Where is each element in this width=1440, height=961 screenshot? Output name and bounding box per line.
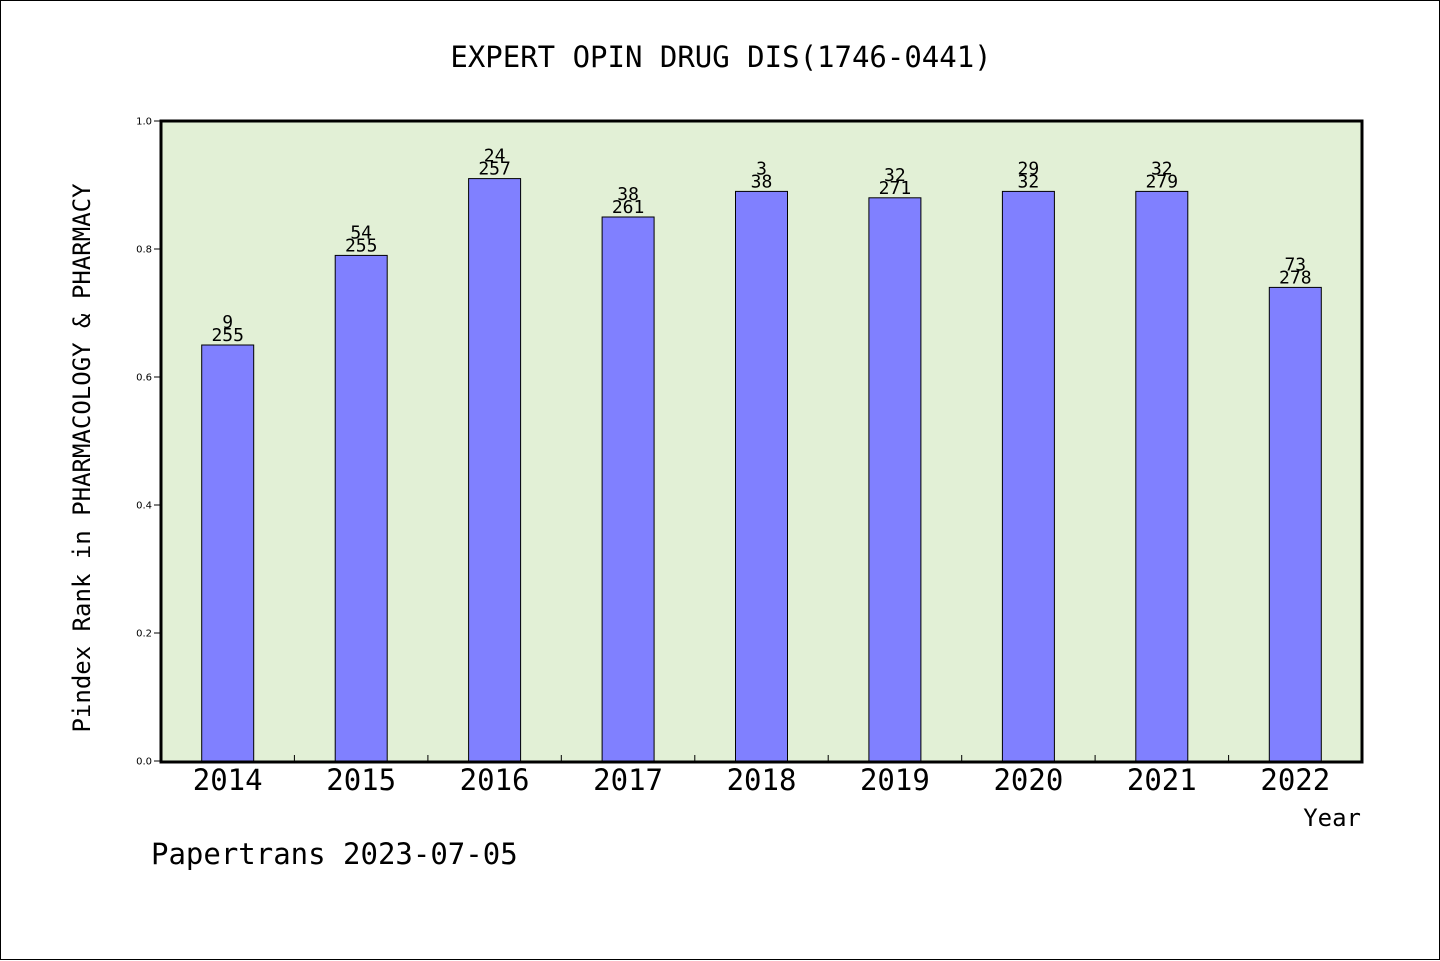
x-tick-label-2021: 2021 <box>1127 763 1197 797</box>
x-tick-label-2022: 2022 <box>1260 763 1330 797</box>
bar-label-bottom-2016: 257 <box>478 159 511 180</box>
bar-2021 <box>1135 190 1189 762</box>
bar-label-bottom-2019: 271 <box>879 178 912 199</box>
bar-label-bottom-2017: 261 <box>612 197 645 218</box>
y-tick-label-1: 0.2 <box>136 629 152 640</box>
bar-label-bottom-2018: 38 <box>751 171 773 192</box>
bar-label-top-2014: 9 <box>222 312 233 333</box>
x-tick-label-2017: 2017 <box>593 763 663 797</box>
bar-label-top-2021: 32 <box>1151 158 1173 179</box>
bar-label-top-2016: 24 <box>484 146 506 167</box>
y-axis-label: Pindex Rank in PHARMACOLOGY & PHARMACY <box>68 183 96 733</box>
x-tick-label-2016: 2016 <box>460 763 530 797</box>
x-tick-label-2015: 2015 <box>326 763 396 797</box>
bar-label-bottom-2015: 255 <box>345 235 378 256</box>
y-tick-label-2: 0.4 <box>136 501 152 512</box>
bar-2016 <box>468 178 522 762</box>
y-tick-label-5: 1.0 <box>136 117 152 128</box>
bar-label-bottom-2020: 32 <box>1018 171 1040 192</box>
bar-label-top-2017: 38 <box>617 184 639 205</box>
bar-label-bottom-2022: 278 <box>1279 267 1312 288</box>
bar-label-bottom-2021: 279 <box>1146 171 1179 192</box>
bar-2018 <box>735 190 788 762</box>
bar-label-top-2022: 73 <box>1284 254 1306 275</box>
x-axis: 2014 2015 2016 2017 2018 2019 2020 2021 2022 <box>193 755 1330 797</box>
bar-2019 <box>868 197 922 762</box>
bar-label-bottom-2014: 255 <box>211 325 244 346</box>
footer-credit: Papertrans 2023-07-05 <box>151 837 518 871</box>
bar-label-top-2020: 29 <box>1018 158 1040 179</box>
bar-2015 <box>334 254 388 762</box>
bars-layer <box>201 178 1322 762</box>
chart-title: EXPERT OPIN DRUG DIS(1746-0441) <box>450 40 991 74</box>
bar-label-top-2015: 54 <box>350 222 372 243</box>
x-axis-label: Year <box>1303 804 1361 832</box>
x-tick-label-2018: 2018 <box>727 763 797 797</box>
plot-border <box>159 119 1364 764</box>
y-axis: 0.0 0.2 0.4 0.6 0.8 1.0 <box>136 117 161 768</box>
bar-2017 <box>601 216 655 762</box>
bar-label-top-2018: 3 <box>756 158 767 179</box>
bar-2020 <box>1001 190 1055 762</box>
x-tick-label-2020: 2020 <box>993 763 1063 797</box>
bar-label-top-2019: 32 <box>884 165 906 186</box>
bar-2022 <box>1268 286 1322 762</box>
y-tick-label-0: 0.0 <box>136 757 152 768</box>
x-tick-label-2019: 2019 <box>860 763 930 797</box>
bar-2014 <box>201 344 255 762</box>
y-tick-label-3: 0.6 <box>136 373 152 384</box>
x-tick-label-2014: 2014 <box>193 763 263 797</box>
y-tick-label-4: 0.8 <box>136 245 152 256</box>
